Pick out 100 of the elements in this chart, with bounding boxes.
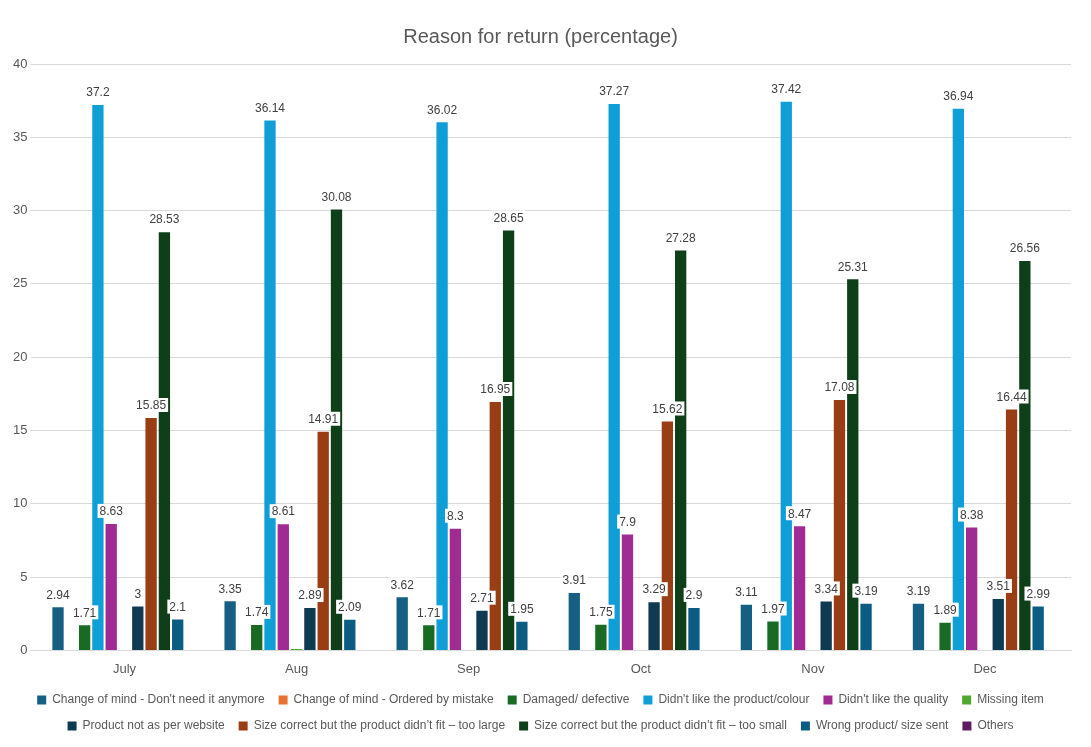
legend-label: Missing item [977,692,1044,707]
data-label: 3.34 [814,581,839,596]
data-label: 37.2 [86,85,110,100]
legend-label: Didn't like the product/colour [658,692,810,707]
data-label: 7.9 [619,514,637,529]
x-tick-label: Oct [630,660,652,676]
x-tick-label: Aug [285,660,309,676]
bar [767,621,779,650]
data-label: 3 [134,586,142,601]
bar [132,606,144,650]
data-label: 8.47 [787,506,812,521]
legend-label: Change of mind - Don't need it anymore [52,692,265,707]
y-tick-label: 0 [20,641,28,657]
data-label: 1.75 [589,605,613,620]
bar [939,622,951,650]
data-label: 8.63 [99,504,124,519]
data-label: 37.27 [599,84,630,99]
y-tick-label: 20 [12,348,28,364]
data-label: 36.94 [943,89,974,104]
bar [516,621,528,650]
bar [344,619,356,650]
bar [966,527,978,650]
bar [145,418,157,650]
bar [912,603,925,650]
x-tick-label: July [112,660,137,676]
bar [568,593,580,650]
bar [224,601,236,650]
data-label: 8.3 [447,509,465,524]
data-label: 1.89 [933,603,958,618]
data-label: 2.09 [338,600,362,615]
data-label: 3.35 [218,581,243,596]
x-tick-label: Nov [801,660,825,676]
data-label: 26.56 [1009,241,1041,256]
data-label: 8.38 [959,507,984,522]
data-label: 3.29 [642,582,667,597]
data-label: 37.42 [771,82,802,97]
y-tick-label: 40 [12,55,28,71]
y-tick-label: 30 [12,202,28,218]
data-label: 17.08 [824,380,855,395]
legend-label: Didn't like the quality [838,692,949,707]
data-label: 3.91 [562,573,587,588]
data-label: 2.99 [1026,586,1051,601]
data-label: 3.11 [735,585,758,600]
data-label: 1.71 [417,605,441,620]
y-tick-label: 35 [12,128,28,144]
bar [793,526,806,650]
bar [277,524,289,650]
data-label: 8.61 [271,504,296,519]
data-label: 36.14 [254,100,286,115]
data-label: 1.97 [761,601,785,616]
y-tick-label: 15 [12,422,28,438]
bar [78,625,91,650]
data-label: 14.91 [308,412,339,427]
data-label: 2.71 [470,590,494,605]
bar [621,534,634,650]
bar [251,624,263,650]
data-label: 2.94 [46,587,71,602]
y-tick-label: 10 [12,495,28,511]
data-label: 36.02 [427,102,458,117]
data-label: 3.62 [390,577,415,592]
legend-label: Product not as per website [82,718,225,733]
bar [688,607,700,650]
bar [992,598,1004,650]
data-label: 3.19 [854,583,879,598]
data-label: 16.95 [480,382,511,397]
bar [1032,606,1044,650]
bar [449,528,462,650]
data-label: 2.89 [298,588,322,603]
bar [52,607,64,650]
bar [740,604,753,650]
data-label: 2.9 [685,588,703,603]
data-label: 28.65 [493,210,524,225]
bar [304,608,316,650]
bar [423,625,435,650]
y-tick-label: 5 [20,568,28,584]
data-label: 1.95 [510,602,534,617]
y-tick-label: 25 [12,275,28,291]
data-label: 1.71 [72,605,97,620]
data-label: 15.62 [652,401,683,416]
legend-label: Others [977,718,1014,733]
bar [595,624,607,650]
data-label: 3.51 [986,579,1011,594]
x-tick-label: Dec [973,660,998,676]
legend-label: Damaged/ defective [522,692,630,707]
legend-label: Size correct but the product didn’t fit – too small [534,718,787,733]
bar [476,610,488,650]
data-label: 30.08 [321,189,352,204]
data-label: 1.74 [245,605,269,620]
bar [648,602,660,650]
data-label: 28.53 [149,212,180,227]
data-label: 3.19 [906,583,931,598]
data-label: 2.1 [169,599,187,614]
bar [396,597,408,650]
data-label: 25.31 [837,259,869,274]
legend-label: Change of mind - Ordered by mistake [293,692,495,707]
x-tick-label: Sep [457,660,481,676]
bar [820,601,832,650]
legend-label: Wrong product/ size sent [815,718,950,733]
chart-title: Reason for return (percentage) [403,24,678,47]
data-label: 15.85 [136,398,167,413]
